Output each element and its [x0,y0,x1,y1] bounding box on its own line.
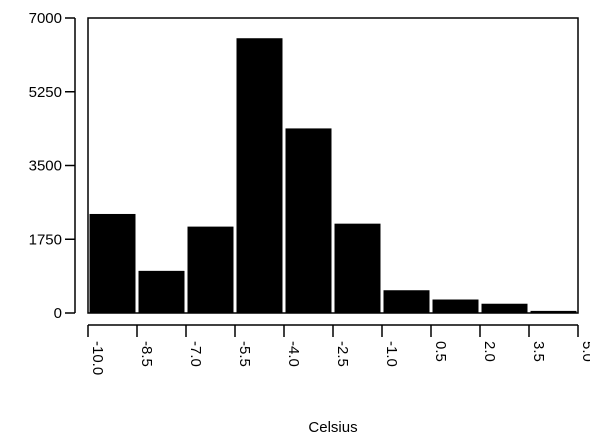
histogram-bar [334,223,381,313]
y-axis: 0 1750 3500 5250 7000 [29,10,76,322]
x-tick-label: 0.5 [432,341,449,362]
histogram-bar [481,303,528,313]
x-tick-label: -7.0 [187,341,204,367]
histogram-bar [89,213,136,313]
x-tick-label: -5.5 [236,341,253,367]
x-tick-label: -4.0 [285,341,302,367]
x-tick-label: 5.0 [579,341,590,362]
y-tick-label: 1750 [29,231,62,248]
x-tick-label: 3.5 [530,341,547,362]
x-axis-label: Celsius [308,419,357,436]
histogram-bar [432,299,479,313]
histogram-bar [138,270,185,313]
x-axis: -10.0 -8.5 -7.0 -5.5 -4.0 -2.5 -1.0 0.5 2.0 3.5 5.… [87,324,590,375]
x-tick-label: -8.5 [138,341,155,367]
histogram-bar [383,290,430,313]
y-tick-label: 7000 [29,10,62,27]
x-tick-label: -2.5 [334,341,351,367]
y-tick-label: 5250 [29,84,62,101]
bar-group [89,38,577,313]
plot-frame [87,17,579,314]
histogram-bar [530,310,577,313]
histogram-bar [285,128,332,313]
x-tick-label: 2.0 [481,341,498,362]
histogram-bar [236,38,283,313]
x-tick-label: -1.0 [383,341,400,367]
histogram-bar [187,226,234,313]
y-tick-label: 0 [54,305,62,322]
x-tick-label: -10.0 [89,341,106,375]
y-tick-label: 3500 [29,158,62,175]
